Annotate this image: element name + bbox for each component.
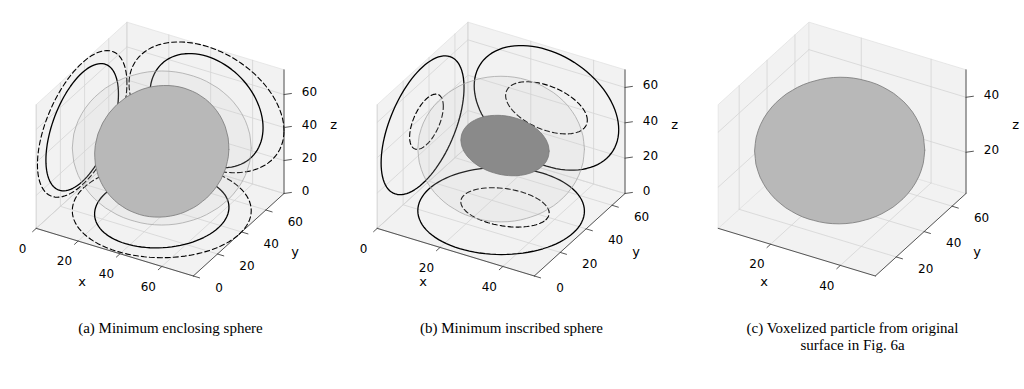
- svg-text:40: 40: [946, 236, 961, 250]
- html-text:(b) Minimum inscribed sphere: (b) Minimum inscribed sphere: [420, 320, 603, 336]
- svg-text:0: 0: [302, 184, 310, 198]
- svg-text:y: y: [291, 244, 299, 259]
- html-text:(c) Voxelized particle from or: (c) Voxelized particle from original: [746, 320, 959, 336]
- svg-text:20: 20: [239, 259, 254, 273]
- svg-text:y: y: [973, 244, 981, 259]
- svg-text:60: 60: [141, 280, 156, 294]
- svg-text:40: 40: [99, 267, 114, 281]
- svg-text:0: 0: [556, 281, 564, 295]
- svg-text:20: 20: [643, 149, 658, 163]
- svg-text:z: z: [1012, 117, 1019, 132]
- html-text:(a) Minimum enclosing sphere: (a) Minimum enclosing sphere: [78, 320, 263, 336]
- svg-text:z: z: [330, 117, 337, 132]
- html-text:surface in Fig. 6a: surface in Fig. 6a: [800, 337, 905, 353]
- svg-text:x: x: [419, 274, 427, 289]
- svg-text:20: 20: [419, 261, 434, 275]
- svg-text:z: z: [671, 117, 678, 132]
- svg-text:x: x: [78, 274, 86, 289]
- svg-text:40: 40: [643, 114, 658, 128]
- svg-text:20: 20: [582, 257, 597, 271]
- svg-text:40: 40: [608, 233, 623, 247]
- svg-text:40: 40: [984, 88, 999, 102]
- svg-text:60: 60: [634, 210, 649, 224]
- svg-text:y: y: [632, 244, 640, 259]
- svg-text:60: 60: [643, 78, 658, 92]
- svg-text:40: 40: [482, 280, 497, 294]
- svg-text:20: 20: [918, 261, 933, 275]
- svg-text:0: 0: [19, 242, 27, 256]
- svg-text:20: 20: [57, 254, 72, 268]
- svg-text:40: 40: [819, 279, 834, 293]
- svg-text:60: 60: [974, 211, 989, 225]
- svg-text:20: 20: [302, 151, 317, 165]
- svg-text:x: x: [760, 274, 768, 289]
- svg-text:0: 0: [215, 281, 223, 295]
- svg-text:0: 0: [360, 242, 368, 256]
- svg-text:40: 40: [302, 118, 317, 132]
- svg-text:60: 60: [302, 85, 317, 99]
- svg-text:40: 40: [264, 237, 279, 251]
- svg-text:20: 20: [749, 257, 764, 271]
- svg-text:0: 0: [643, 184, 651, 198]
- svg-text:20: 20: [984, 143, 999, 157]
- svg-text:60: 60: [288, 215, 303, 229]
